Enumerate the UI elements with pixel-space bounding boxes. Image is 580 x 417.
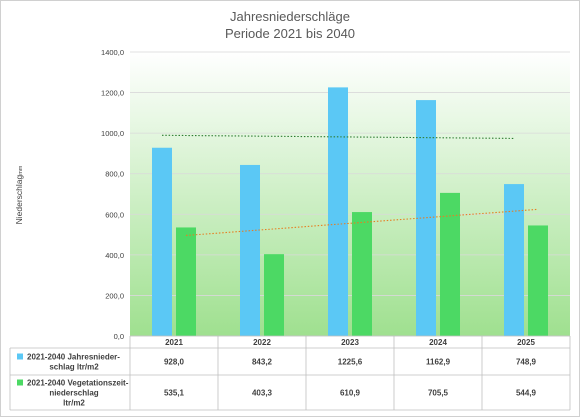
bar-jahresniederschlag-2025 [504, 184, 524, 336]
y-tick-label: 1200,0 [101, 89, 124, 98]
data-label-jahresniederschlag-2024: 1162,9 [426, 358, 451, 367]
category-label-2024: 2024 [429, 338, 447, 347]
trendline-jahresniederschlag [161, 134, 515, 139]
y-tick-label: 0,0 [114, 332, 124, 341]
data-label-jahresniederschlag-2022: 843,2 [252, 358, 273, 367]
y-tick-label: 200,0 [105, 291, 124, 300]
bar-vegetationszeit-2023 [352, 212, 372, 336]
data-label-vegetationszeit-2024: 705,5 [428, 389, 449, 398]
y-axis-label-text: Niederschlag [14, 175, 24, 225]
bar-jahresniederschlag-2024 [416, 100, 436, 336]
bars [152, 87, 548, 336]
y-tick-label: 600,0 [105, 210, 124, 219]
table-body [10, 348, 570, 410]
legend-swatch-jahresniederschlag [17, 353, 23, 360]
bar-jahresniederschlag-2022 [240, 164, 260, 336]
data-label-jahresniederschlag-2025: 748,9 [516, 358, 537, 367]
data-table: 2021 2022 2023 2024 2025 2021-2040 Jahresnied… [9, 335, 571, 411]
category-label-2022: 2022 [253, 338, 271, 347]
trendline-vegetationszeit [185, 208, 539, 237]
legend-label-line: schlag ltr/m2 [49, 363, 99, 372]
chart-subtitle: Periode 2021 bis 2040 [225, 26, 355, 41]
legend-label-line: niederschlag [49, 389, 98, 398]
bar-jahresniederschlag-2023 [328, 87, 348, 336]
y-tick-label: 400,0 [105, 251, 124, 260]
y-tick-label: 1000,0 [101, 129, 124, 138]
data-label-vegetationszeit-2022: 403,3 [252, 389, 273, 398]
y-axis-unit: mm [18, 165, 24, 175]
plot-area [130, 52, 570, 336]
bar-vegetationszeit-2025 [528, 225, 548, 336]
legend-label-line: ltr/m2 [63, 399, 85, 408]
bar-vegetationszeit-2024 [440, 192, 460, 336]
data-label-jahresniederschlag-2023: 1225,6 [338, 358, 363, 367]
data-label-vegetationszeit-2025: 544,9 [516, 389, 537, 398]
bar-jahresniederschlag-2021 [152, 147, 172, 336]
y-tick-label: 1400,0 [101, 48, 124, 57]
y-axis-label: Niederschlagmm [14, 165, 24, 224]
legend-swatch-vegetationszeit [17, 379, 23, 386]
bar-vegetationszeit-2021 [176, 227, 196, 336]
y-axis-ticks: 0,0 200,0 400,0 600,0 800,0 1000,0 1200,0 1400,… [101, 48, 124, 341]
data-label-vegetationszeit-2021: 535,1 [164, 389, 185, 398]
category-label-2023: 2023 [341, 338, 359, 347]
bar-vegetationszeit-2022 [264, 254, 284, 336]
data-label-jahresniederschlag-2021: 928,0 [164, 358, 185, 367]
y-tick-label: 800,0 [105, 170, 124, 179]
legend-label-line: 2021-2040 Jahresnieder- [27, 353, 120, 362]
trendlines [161, 134, 539, 237]
chart-title: Jahresniederschläge [230, 9, 350, 24]
data-label-vegetationszeit-2023: 610,9 [340, 389, 361, 398]
category-label-2021: 2021 [165, 338, 183, 347]
category-label-2025: 2025 [517, 338, 535, 347]
legend-label-line: 2021-2040 Vegetationszeit- [27, 379, 129, 388]
